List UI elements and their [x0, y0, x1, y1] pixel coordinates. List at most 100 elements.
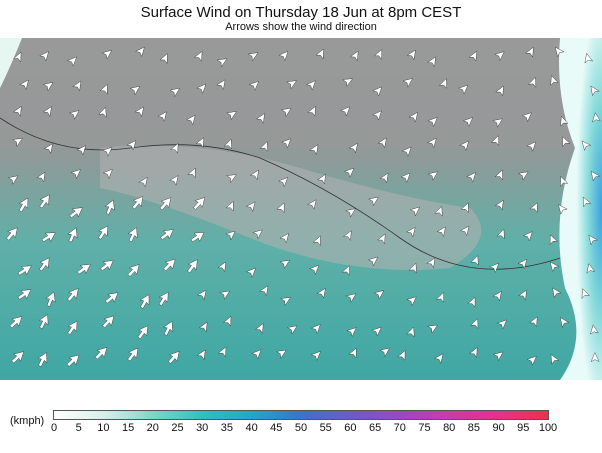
wind-arrow — [217, 261, 227, 273]
wind-arrow — [341, 265, 350, 276]
wind-arrow — [377, 137, 387, 149]
wind-arrow — [517, 258, 528, 270]
wind-arrow — [402, 78, 413, 88]
wind-arrow — [462, 117, 474, 128]
wind-arrow — [196, 349, 206, 361]
wind-arrow — [254, 323, 264, 334]
wind-arrow — [340, 106, 351, 117]
wind-arrow — [406, 326, 415, 338]
wind-arrow — [275, 349, 287, 359]
wind-arrow — [45, 291, 56, 307]
wind-arrow — [434, 205, 443, 217]
wind-arrow — [66, 354, 80, 367]
legend-tick: 10 — [97, 422, 110, 434]
wind-arrow — [492, 118, 503, 128]
wind-arrow — [460, 202, 469, 214]
arrows — [6, 46, 601, 367]
wind-arrow — [529, 202, 538, 214]
wind-arrow — [371, 110, 382, 121]
legend-tick: 35 — [220, 422, 234, 434]
wind-arrow — [42, 82, 54, 92]
wind-arrow — [248, 80, 260, 91]
wind-arrow — [255, 112, 265, 124]
wind-arrow — [459, 225, 470, 237]
wind-arrow — [137, 325, 149, 340]
wind-arrow — [397, 350, 406, 361]
wind-arrow — [159, 53, 168, 65]
wind-arrow — [525, 46, 534, 58]
wind-arrow — [492, 290, 502, 302]
wind-arrow — [104, 199, 115, 215]
wind-arrow — [581, 140, 592, 151]
legend-tick: 25 — [171, 422, 184, 434]
wind-arrow — [94, 347, 108, 360]
wind-arrow — [436, 226, 446, 237]
legend-tick: 75 — [418, 422, 431, 434]
wind-arrow — [9, 316, 23, 329]
wind-arrow — [276, 202, 285, 214]
wind-arrow — [169, 175, 179, 186]
wind-arrow — [310, 350, 321, 362]
legend-tick: 20 — [146, 422, 159, 434]
wind-arrow — [560, 176, 569, 187]
wind-arrow — [492, 351, 504, 362]
wind-arrow — [494, 199, 504, 211]
wind-arrow — [134, 46, 145, 58]
wind-arrow — [18, 197, 29, 213]
wind-arrow — [12, 105, 22, 117]
wind-arrow — [7, 175, 19, 185]
wind-arrow — [346, 327, 357, 338]
wind-arrow — [72, 80, 82, 92]
legend-tick: 30 — [196, 422, 209, 434]
wind-arrow — [427, 116, 438, 128]
wind-arrow — [76, 145, 87, 156]
legend-tick: 45 — [270, 422, 283, 434]
wind-arrow — [467, 296, 476, 308]
wind-arrow — [582, 196, 592, 208]
wind-arrow — [17, 289, 32, 300]
wind-arrow — [279, 259, 291, 269]
wind-arrow — [342, 230, 352, 242]
wind-arrow — [495, 85, 504, 97]
wind-arrow — [317, 173, 326, 185]
wind-arrow — [345, 293, 357, 303]
wind-arrow — [305, 80, 316, 91]
wind-arrow — [312, 235, 321, 247]
wind-arrow — [187, 259, 198, 274]
wind-arrow — [558, 204, 568, 215]
wind-arrow — [310, 323, 321, 335]
wind-arrow — [39, 257, 50, 272]
wind-arrow — [307, 199, 317, 210]
wind-arrow — [280, 107, 292, 118]
wind-arrow — [196, 83, 207, 94]
wind-arrow — [433, 353, 444, 364]
wind-arrow — [195, 137, 205, 148]
wind-arrow — [590, 352, 600, 363]
wind-arrow — [517, 171, 529, 181]
wind-arrow — [560, 115, 569, 127]
wind-arrow — [12, 138, 23, 147]
wind-arrow — [562, 136, 571, 148]
wind-arrow — [280, 297, 292, 306]
wind-arrow — [187, 167, 196, 179]
wind-arrow — [490, 135, 500, 147]
wind-arrow — [127, 347, 139, 362]
wind-arrow — [592, 112, 601, 123]
wind-arrow — [226, 174, 237, 184]
wind-arrow — [376, 233, 386, 245]
wind-arrow — [426, 137, 437, 149]
wind-arrow — [373, 49, 383, 60]
wind-arrow — [526, 355, 537, 366]
wind-arrow — [316, 287, 326, 299]
wind-arrow — [19, 79, 29, 91]
wind-arrow — [129, 85, 141, 96]
wind-arrow — [216, 58, 228, 68]
wind-arrow — [163, 258, 176, 272]
wind-arrow — [590, 85, 600, 97]
wind-arrow — [581, 288, 590, 299]
wind-arrow — [169, 142, 179, 154]
wind-arrow — [43, 143, 54, 154]
wind-arrow — [286, 80, 297, 90]
legend-tick: 95 — [517, 422, 530, 434]
